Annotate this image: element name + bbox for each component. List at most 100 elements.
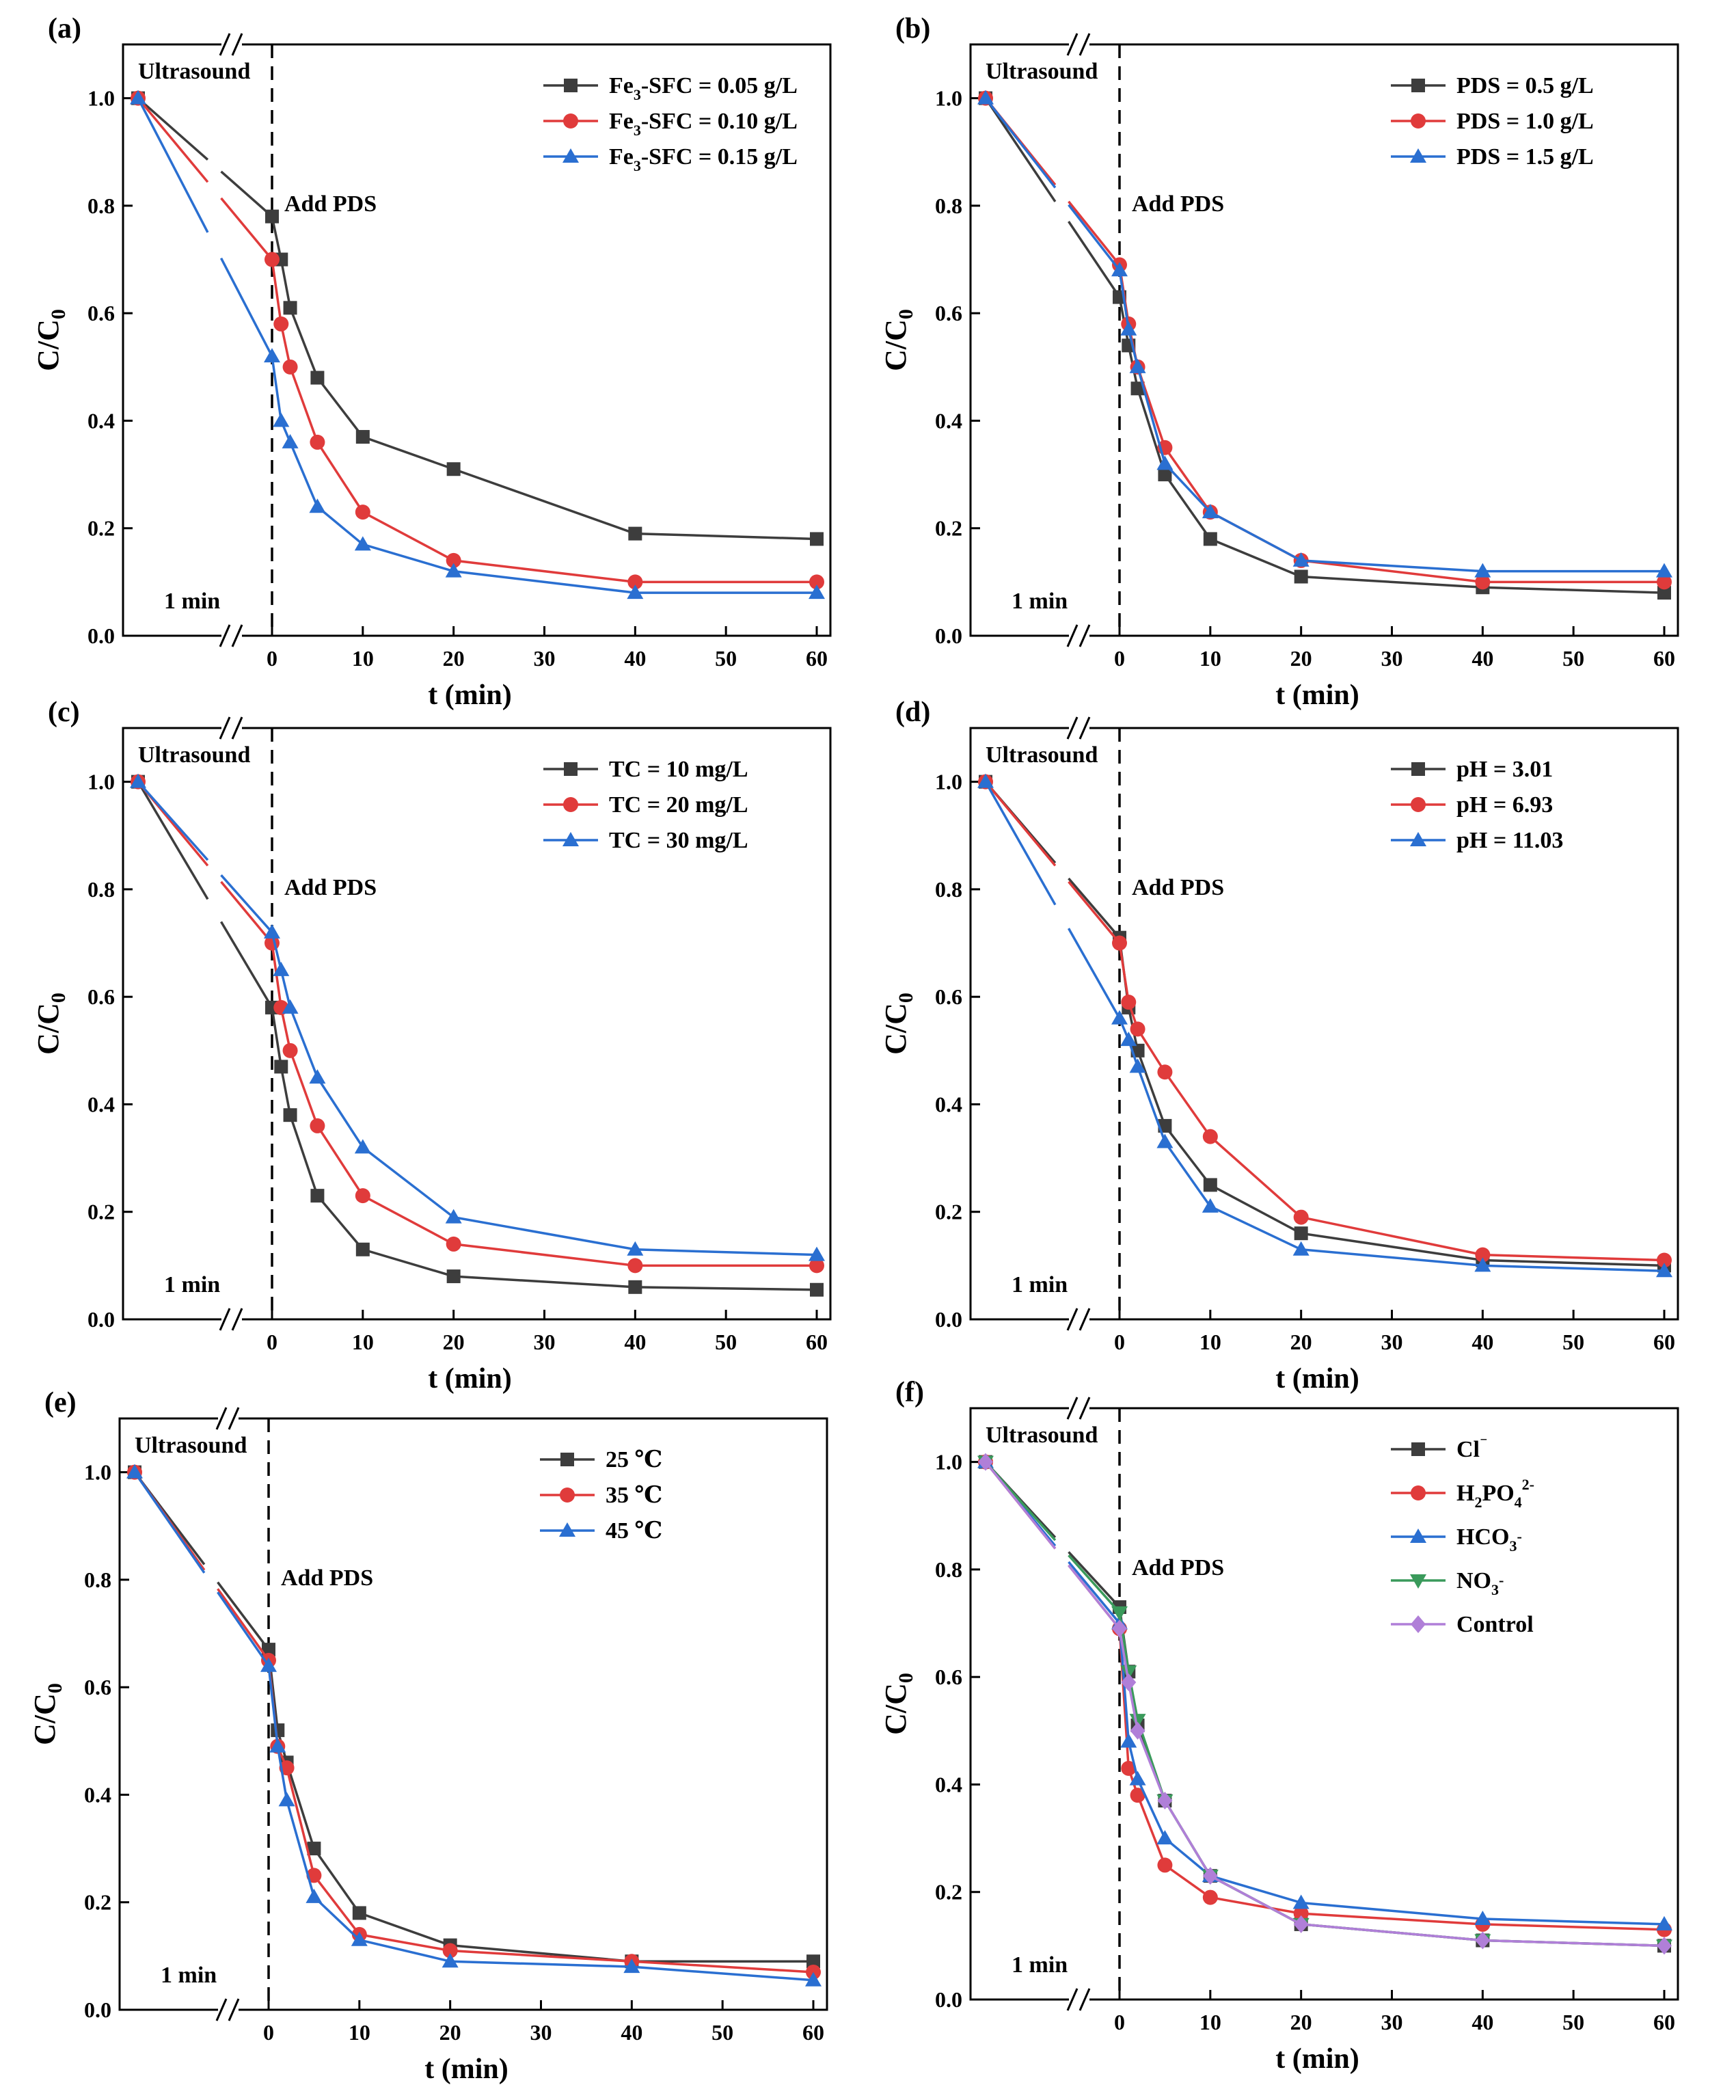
x-tick-label: 30 (1381, 2010, 1403, 2034)
legend-marker (564, 79, 578, 92)
x-tick-label: 10 (1199, 1330, 1221, 1354)
data-point (806, 1954, 820, 1969)
legend-item: 45 ℃ (540, 1518, 662, 1544)
data-point (1111, 262, 1128, 277)
y-axis-label-subscript: 0 (895, 993, 917, 1003)
series-line-ultrasound (984, 1461, 1057, 1550)
legend-marker (1411, 113, 1426, 129)
data-point (1111, 1606, 1128, 1621)
x-tick-label: 10 (352, 1330, 374, 1354)
series-line (267, 1660, 814, 1974)
legend-label-part: 4 (1515, 1494, 1522, 1511)
data-point (1292, 552, 1310, 567)
axis-break-mark-bottom (215, 1998, 228, 2021)
x-tick-label: 40 (621, 2020, 642, 2045)
data-point (1202, 1198, 1219, 1213)
x-tick-label: 40 (1471, 1330, 1493, 1354)
data-point (1294, 569, 1308, 584)
x-axis-label: t (min) (428, 679, 511, 711)
series-2 (977, 1453, 1672, 1930)
legend-marker (1411, 1442, 1425, 1456)
x-axis-label: t (min) (1275, 1363, 1359, 1395)
legend-label: 35 ℃ (606, 1483, 662, 1508)
data-point (627, 574, 643, 590)
data-point (1475, 574, 1491, 590)
data-point (264, 924, 280, 939)
legend-label-part: H (1456, 1481, 1474, 1506)
plot-frame (969, 1407, 1679, 2001)
annotation-1-min: 1 min (164, 1272, 220, 1297)
legend-item: pH = 6.93 (1391, 792, 1553, 818)
series-line-ultrasound (1068, 1554, 1121, 1613)
legend-label-part: - (1499, 1572, 1504, 1589)
data-point (1293, 1209, 1309, 1225)
legend-label: PDS = 1.0 g/L (1456, 109, 1594, 134)
panel-label: (d) (895, 697, 930, 728)
legend-label-part: ⁻ (1480, 1433, 1488, 1451)
legend-label-part: PDS = 0.5 g/L (1456, 73, 1594, 98)
y-tick-label: 0.0 (84, 1997, 111, 2022)
data-point (627, 584, 644, 600)
data-point (810, 532, 824, 546)
x-tick-label: 30 (534, 1330, 556, 1354)
series-line-ultrasound (220, 170, 273, 217)
y-tick-label: 0.2 (87, 516, 115, 541)
series-line (271, 355, 817, 594)
data-point (1157, 1792, 1173, 1810)
legend-label: NO3- (1456, 1568, 1504, 1598)
legend-label-part: PDS = 1.0 g/L (1456, 109, 1594, 134)
data-point (446, 1236, 461, 1252)
y-axis-label-main: C/C (879, 1003, 912, 1055)
legend-label: 25 ℃ (606, 1447, 662, 1472)
y-axis-label: C/C0 (31, 993, 70, 1055)
series-line-ultrasound (137, 781, 209, 900)
y-tick-label: 0.6 (935, 1665, 962, 1689)
data-point (1120, 1665, 1137, 1680)
legend-label: pH = 11.03 (1456, 828, 1563, 853)
x-tick-label: 0 (1114, 1330, 1125, 1354)
data-point (809, 1246, 825, 1261)
data-point (1156, 455, 1174, 470)
series-line-ultrasound (137, 97, 209, 233)
legend-marker (562, 832, 579, 846)
annotation-add-pds: Add PDS (1132, 191, 1224, 217)
y-tick-label: 0.4 (87, 1092, 115, 1116)
data-point (1294, 1226, 1308, 1241)
data-point (352, 1906, 366, 1920)
data-point (283, 1108, 297, 1122)
data-point (271, 1723, 285, 1738)
data-point (1656, 563, 1672, 578)
legend-marker (1410, 1529, 1426, 1543)
legend-label-part: Control (1456, 1612, 1534, 1637)
series-line-ultrasound (1068, 200, 1121, 266)
series-line (1118, 265, 1664, 584)
data-point (1657, 1937, 1672, 1955)
legend-label-part: 3 (1509, 1537, 1517, 1554)
axis-break-mark-top (219, 716, 231, 740)
axis-break-mark-top (1079, 33, 1091, 56)
y-tick-label: 0.4 (84, 1782, 111, 1807)
y-tick-label: 0.0 (935, 1307, 962, 1332)
legend-label: PDS = 0.5 g/L (1456, 73, 1594, 98)
legend-item: PDS = 0.5 g/L (1391, 73, 1594, 98)
legend-label-part: pH = 3.01 (1456, 757, 1553, 782)
legend-marker (560, 1488, 575, 1503)
series-1 (131, 90, 824, 590)
legend-label-part: 3 (634, 86, 641, 103)
data-point (446, 1269, 461, 1284)
data-point (809, 1258, 824, 1274)
legend-item: TC = 20 mg/L (543, 792, 748, 818)
legend-label: Fe3-SFC = 0.05 g/L (609, 73, 798, 103)
series-line (1118, 1623, 1665, 1926)
y-tick-label: 0.8 (87, 193, 115, 218)
series-2 (977, 90, 1672, 578)
data-point (446, 552, 461, 568)
panel-f: 0.00.20.40.60.81.00 10 20 30 40 50 60t (min)C/… (879, 1377, 1679, 2075)
series-line (1118, 297, 1665, 594)
data-point (1474, 563, 1491, 578)
plot-frame (969, 43, 1679, 637)
data-point (1112, 1619, 1127, 1638)
series-1 (978, 1454, 1672, 1937)
data-point (1130, 1788, 1145, 1803)
y-tick-label: 0.4 (87, 408, 115, 433)
